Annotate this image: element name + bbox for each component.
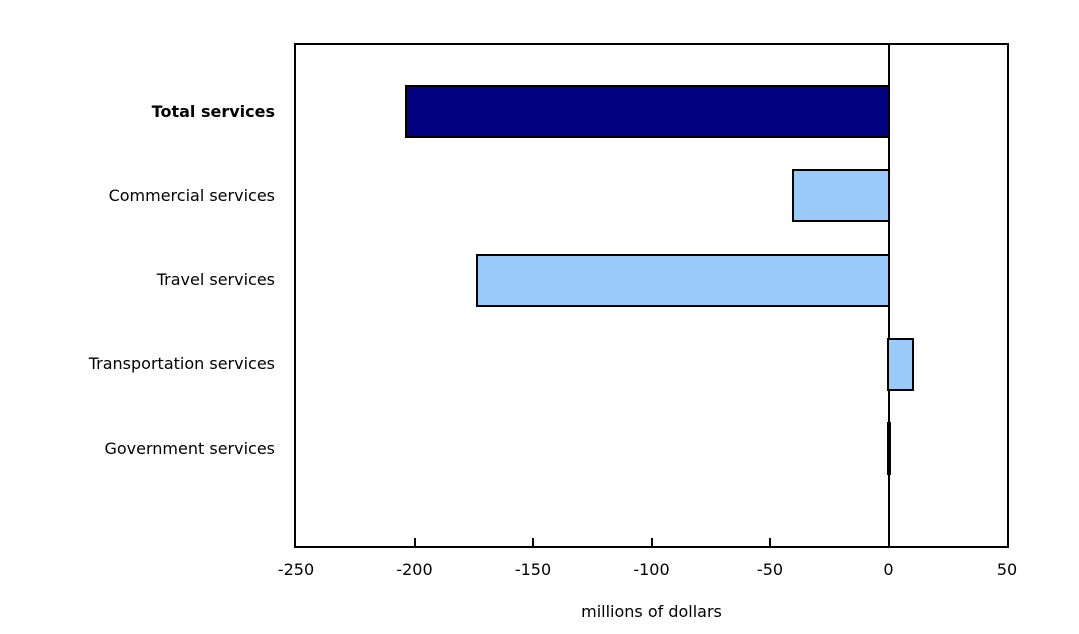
- x-axis-tick-mark: [413, 538, 416, 546]
- x-tick-label--100: -100: [633, 560, 670, 579]
- x-tick-label-50: 50: [996, 560, 1018, 579]
- category-label-total-services: Total services: [151, 101, 275, 121]
- category-label-commercial-services: Commercial services: [108, 185, 275, 205]
- bar-government-services: [886, 422, 891, 476]
- x-tick-label-0: 0: [883, 560, 894, 579]
- category-label-transportation-services: Transportation services: [88, 354, 275, 374]
- category-label-government-services: Government services: [104, 438, 275, 458]
- bar-commercial-services: [791, 169, 891, 223]
- x-tick-label--250: -250: [277, 560, 315, 579]
- x-axis-tick-mark: [769, 538, 771, 546]
- plot-area: [294, 43, 1009, 548]
- bar-travel-services: [476, 253, 891, 307]
- x-tick-label--150: -150: [514, 560, 552, 579]
- x-tick-label--200: -200: [396, 560, 433, 579]
- category-label-travel-services: Travel services: [156, 270, 275, 290]
- x-axis-tick-mark: [887, 538, 890, 546]
- bar-transportation-services: [886, 337, 915, 391]
- x-tick-label--50: -50: [756, 560, 784, 579]
- x-axis-tick-mark: [532, 538, 534, 546]
- bar-total-services: [405, 85, 891, 138]
- x-axis-tick-mark: [650, 538, 653, 546]
- x-axis-title: millions of dollars: [581, 602, 722, 621]
